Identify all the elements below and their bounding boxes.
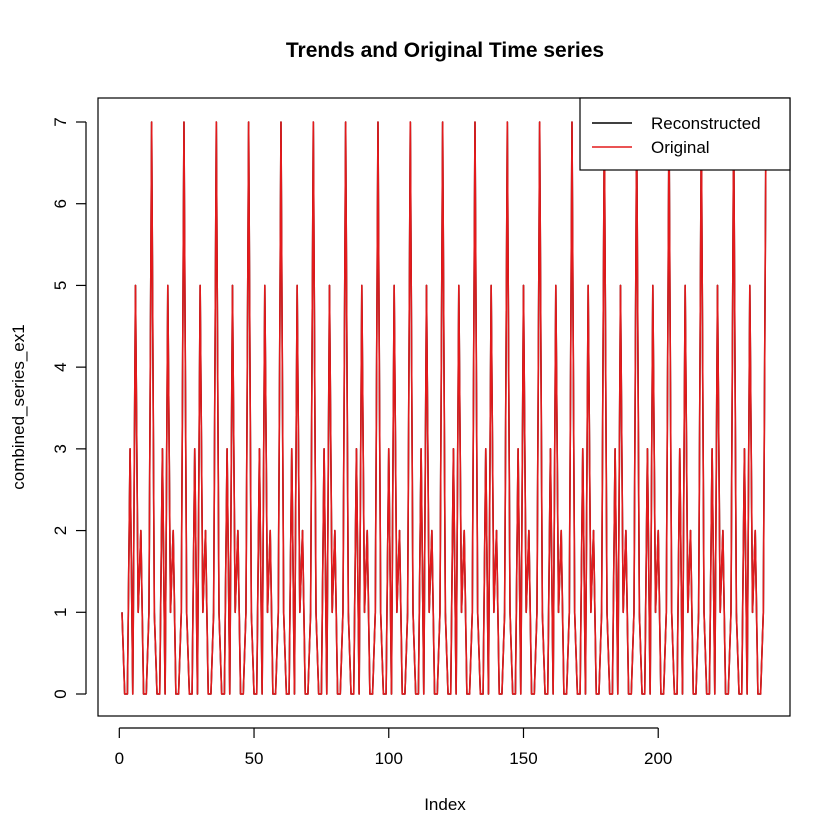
x-tick-label: 100 [375,749,403,768]
legend: Reconstructed Original [579,97,791,171]
y-tick-label: 3 [51,444,70,453]
legend-label-original: Original [651,138,710,157]
y-tick-label: 7 [51,117,70,126]
x-tick-label: 50 [245,749,264,768]
series-line-original [121,121,767,695]
y-tick-label: 2 [51,526,70,535]
plot-frame [97,97,791,717]
y-axis: 0 1 2 3 4 5 6 7 [51,117,87,699]
y-tick-label: 5 [51,281,70,290]
chart-title: Trends and Original Time series [286,39,604,62]
legend-label-reconstructed: Reconstructed [651,114,761,133]
x-axis: 0 50 100 150 200 [115,727,672,768]
x-tick-label: 150 [509,749,537,768]
y-axis-label: combined_series_ex1 [9,324,28,489]
x-tick-label: 200 [644,749,672,768]
y-tick-label: 4 [51,362,70,371]
x-axis-label: Index [424,795,466,814]
y-tick-label: 1 [51,608,70,617]
y-tick-label: 6 [51,199,70,208]
series-layer [121,121,767,695]
legend-box [579,97,791,171]
y-tick-label: 0 [51,689,70,698]
x-tick-label: 0 [115,749,124,768]
